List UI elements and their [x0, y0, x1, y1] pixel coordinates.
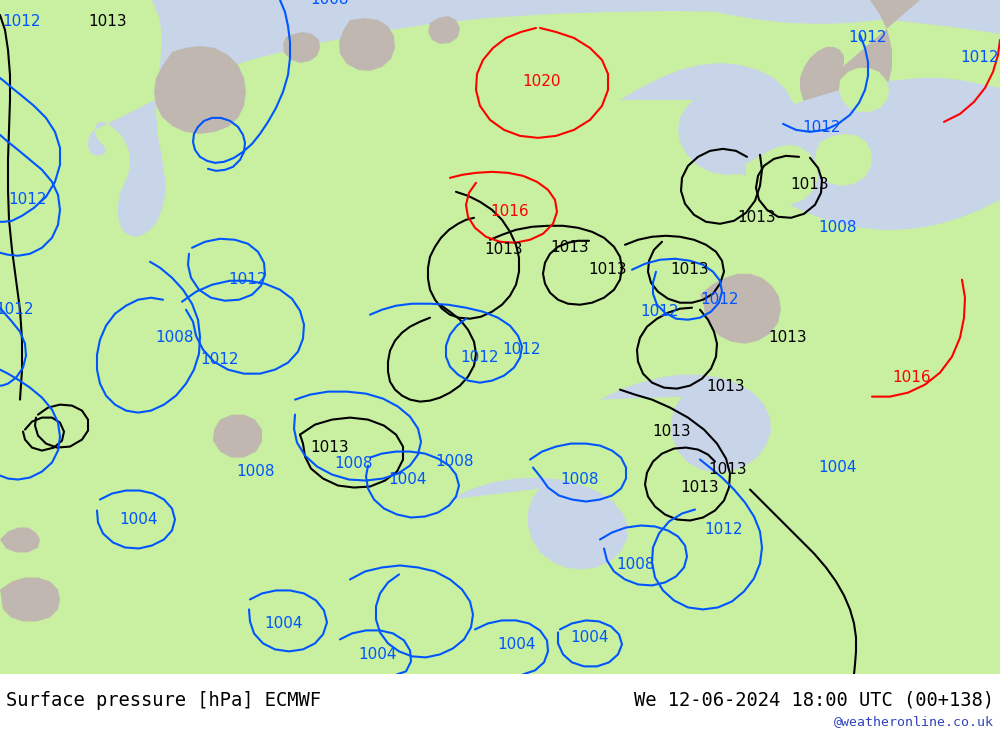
Text: 1008: 1008: [561, 472, 599, 487]
Polygon shape: [839, 68, 889, 112]
Polygon shape: [746, 145, 818, 205]
Text: 1004: 1004: [819, 460, 857, 475]
Text: 1008: 1008: [237, 464, 275, 479]
Polygon shape: [450, 477, 628, 570]
Text: 1012: 1012: [3, 15, 41, 29]
Text: 1013: 1013: [738, 210, 776, 225]
Text: 1012: 1012: [9, 192, 47, 207]
Polygon shape: [339, 18, 395, 71]
Polygon shape: [283, 32, 320, 63]
Text: 1012: 1012: [201, 352, 239, 367]
Text: 1013: 1013: [709, 462, 747, 477]
Polygon shape: [705, 78, 1000, 229]
Text: 1012: 1012: [803, 120, 841, 136]
Text: 1012: 1012: [0, 302, 34, 317]
Polygon shape: [700, 273, 781, 344]
Text: 1008: 1008: [156, 330, 194, 345]
Text: 1004: 1004: [265, 616, 303, 631]
Text: 1012: 1012: [641, 304, 679, 319]
Polygon shape: [88, 0, 1000, 237]
Polygon shape: [154, 46, 246, 134]
Text: 1008: 1008: [335, 456, 373, 471]
Text: 1012: 1012: [461, 350, 499, 365]
Text: 1013: 1013: [791, 177, 829, 192]
Text: 1012: 1012: [849, 31, 887, 45]
Text: 1013: 1013: [485, 243, 523, 257]
Text: 1004: 1004: [571, 630, 609, 645]
Text: 1016: 1016: [893, 370, 931, 385]
Text: 1013: 1013: [551, 240, 589, 255]
Text: 1004: 1004: [120, 512, 158, 527]
Text: 1013: 1013: [311, 440, 349, 455]
Text: We 12-06-2024 18:00 UTC (00+138): We 12-06-2024 18:00 UTC (00+138): [634, 690, 994, 710]
Polygon shape: [815, 134, 872, 186]
Polygon shape: [670, 0, 1000, 24]
Text: 1013: 1013: [707, 379, 745, 394]
Text: 1012: 1012: [705, 522, 743, 537]
Text: 1008: 1008: [311, 0, 349, 7]
Text: 1013: 1013: [89, 15, 127, 29]
Polygon shape: [600, 375, 771, 473]
Text: 1013: 1013: [589, 262, 627, 277]
Text: 1016: 1016: [491, 205, 529, 219]
Polygon shape: [213, 415, 262, 457]
Text: 1004: 1004: [498, 637, 536, 652]
Text: 1012: 1012: [701, 292, 739, 307]
Polygon shape: [428, 16, 460, 44]
Text: 1008: 1008: [436, 454, 474, 469]
Text: 1008: 1008: [819, 221, 857, 235]
Text: 1004: 1004: [359, 647, 397, 662]
Polygon shape: [800, 0, 920, 124]
Text: 1008: 1008: [617, 557, 655, 572]
Text: 1012: 1012: [961, 51, 999, 65]
Text: 1004: 1004: [389, 472, 427, 487]
Text: 1013: 1013: [653, 424, 691, 439]
Polygon shape: [0, 528, 40, 553]
Polygon shape: [0, 578, 60, 622]
Text: 1012: 1012: [229, 272, 267, 287]
Text: 1013: 1013: [671, 262, 709, 277]
Text: Surface pressure [hPa] ECMWF: Surface pressure [hPa] ECMWF: [6, 690, 321, 710]
Polygon shape: [831, 460, 877, 507]
Text: @weatheronline.co.uk: @weatheronline.co.uk: [834, 715, 994, 728]
Text: 1013: 1013: [769, 330, 807, 345]
Text: 1012: 1012: [503, 342, 541, 357]
Polygon shape: [620, 63, 796, 175]
Text: 1020: 1020: [523, 75, 561, 89]
Text: 1013: 1013: [681, 480, 719, 495]
